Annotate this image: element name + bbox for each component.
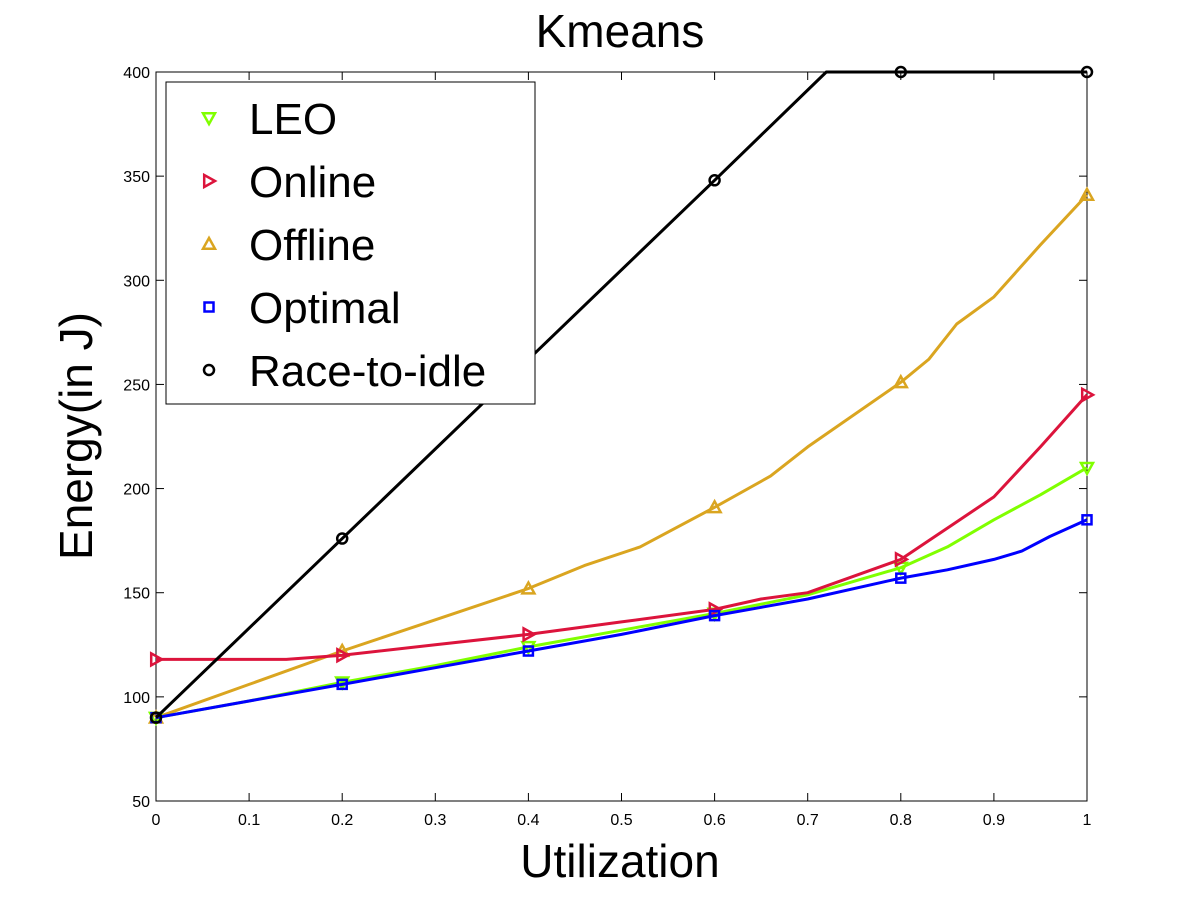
y-axis-label: Energy(in J): [50, 312, 102, 560]
data-point-online: [522, 626, 537, 643]
plot-area: 0 0.1 0.2 0.3 0.4 0.5 0.6 0.7 0.8 0.9 150100150200…: [123, 65, 1096, 829]
data-point-race-to-idle: [1080, 65, 1094, 79]
legend-label-optimal: Optimal: [249, 284, 401, 333]
series-line-offline: [155, 193, 1089, 720]
series-race-to-idle: [149, 65, 1094, 724]
data-point-online: [336, 647, 351, 664]
legend-item-race-to-idle: Race-to-idle: [202, 347, 486, 396]
data-point-online: [1080, 386, 1096, 403]
legend-marker-online: [202, 172, 218, 190]
series-leo: [147, 461, 1096, 727]
y-tick-label: 150: [123, 586, 150, 603]
data-point-optimal: [336, 678, 348, 691]
data-point-race-to-idle: [894, 65, 908, 79]
data-point-online: [708, 601, 724, 618]
series-optimal: [150, 514, 1093, 724]
legend-item-offline: Offline: [200, 221, 375, 270]
legend-item-optimal: Optimal: [203, 284, 401, 333]
series-line-online: [156, 393, 1089, 661]
data-point-offline: [520, 579, 537, 595]
series-line-race-to-idle: [154, 70, 1087, 719]
legend-label-race-to-idle: Race-to-idle: [249, 347, 486, 396]
data-point-optimal: [522, 645, 535, 657]
y-tick-label: 50: [132, 794, 150, 811]
data-point-optimal: [895, 572, 907, 584]
data-point-online: [894, 551, 910, 568]
data-point-leo: [1078, 461, 1096, 477]
data-point-offline: [706, 498, 723, 514]
legend-box: [165, 81, 536, 405]
legend-marker-leo: [200, 111, 218, 127]
x-tick-label: 0.9: [983, 812, 1005, 829]
legend: LEO Online Offline Optimal Race-to-idle: [165, 81, 536, 405]
x-tick-label: 1: [1083, 812, 1092, 829]
legend-item-online: Online: [202, 158, 376, 207]
data-point-race-to-idle: [708, 174, 721, 187]
series-line-optimal: [155, 518, 1088, 720]
y-tick-label: 100: [123, 690, 150, 707]
x-tick-label: 0.5: [610, 812, 632, 829]
legend-label-offline: Offline: [249, 221, 375, 270]
x-tick-label: 0.6: [703, 812, 725, 829]
data-point-optimal: [708, 609, 721, 622]
x-tick-label: 0: [152, 812, 161, 829]
x-tick-label: 0.1: [238, 812, 260, 829]
data-point-online: [149, 651, 165, 668]
data-point-offline: [892, 373, 909, 389]
data-point-race-to-idle: [149, 711, 163, 724]
legend-label-leo: LEO: [249, 95, 337, 144]
chart-title: Kmeans: [536, 5, 705, 57]
y-tick-label: 250: [123, 377, 150, 394]
legend-marker-race-to-idle: [202, 363, 216, 377]
data-point-race-to-idle: [335, 532, 349, 545]
y-tick-label: 200: [123, 482, 150, 499]
axis-ticks: 0 0.1 0.2 0.3 0.4 0.5 0.6 0.7 0.8 0.9 150100150200…: [123, 65, 1091, 829]
legend-label-online: Online: [249, 158, 376, 207]
legend-marker-optimal: [203, 301, 215, 313]
data-point-offline: [1078, 186, 1096, 201]
series-line-leo: [155, 466, 1088, 720]
x-tick-label: 0.7: [797, 812, 819, 829]
series-online: [149, 386, 1096, 668]
data-point-optimal: [1081, 514, 1093, 526]
y-tick-label: 300: [123, 273, 150, 290]
legend-item-leo: LEO: [200, 95, 337, 144]
y-tick-label: 350: [123, 169, 150, 186]
x-tick-label: 0.3: [424, 812, 446, 829]
x-axis-label: Utilization: [520, 835, 719, 887]
x-tick-label: 0.2: [331, 812, 353, 829]
legend-marker-offline: [200, 235, 218, 251]
series-layer: [147, 65, 1096, 727]
x-tick-label: 0.8: [890, 812, 912, 829]
x-tick-label: 0.4: [517, 812, 539, 829]
y-tick-label: 400: [123, 65, 150, 82]
